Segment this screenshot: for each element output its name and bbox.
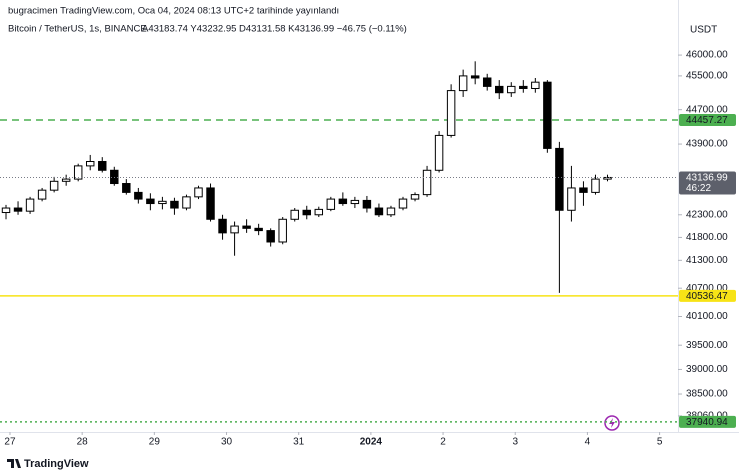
x-tick-label: 30: [221, 437, 233, 448]
x-tick-label: 31: [293, 437, 305, 448]
candle-body: [158, 200, 167, 205]
y-tick-label: 41300.00: [686, 255, 728, 266]
chart-title: bugracimen TradingView.com, Oca 04, 2024…: [8, 6, 339, 17]
logo-mark: [7, 459, 21, 468]
candle-body: [374, 207, 384, 216]
y-tick-label: 40700.00: [686, 283, 728, 294]
candle-body: [122, 183, 131, 193]
candle-body: [182, 196, 191, 209]
candle-body: [555, 147, 564, 211]
y-tick-label: 38500.00: [686, 389, 728, 400]
candle-body: [543, 81, 552, 149]
candle-body: [314, 208, 324, 216]
x-tick-label: 5: [657, 437, 663, 448]
candle-body: [531, 81, 540, 89]
candle-body: [146, 198, 155, 205]
x-tick-label: 27: [4, 437, 16, 448]
y-tick-label: 45500.00: [686, 71, 728, 82]
flash-bolt: [609, 418, 615, 428]
y-tick-label: 39000.00: [686, 364, 728, 375]
brand-name: TradingView: [24, 458, 89, 470]
candle-body: [326, 198, 336, 210]
brand-logo: TradingView: [7, 458, 89, 470]
candle-body: [458, 75, 468, 92]
y-tick-label: 39500.00: [686, 340, 728, 351]
price-level-tag-bg: [679, 114, 736, 127]
candle-body: [446, 90, 456, 136]
candle-body: [507, 85, 516, 94]
x-tick-label: 28: [77, 437, 89, 448]
candle-body: [194, 187, 203, 198]
y-tick-label: 44700.00: [686, 104, 728, 115]
candle-body: [170, 200, 179, 209]
candle-body: [37, 189, 47, 200]
y-tick-label: 42300.00: [686, 209, 728, 220]
candle-body: [603, 176, 612, 180]
candle-body: [13, 207, 23, 212]
last-price-label: 43136.99: [686, 173, 728, 184]
x-tick-label: 2: [440, 437, 446, 448]
candle-body: [434, 134, 444, 171]
candle-body: [206, 187, 215, 220]
price-level-label: 40536.47: [686, 291, 728, 302]
candle-body: [386, 207, 396, 216]
candle-body: [338, 198, 348, 205]
candle-body: [362, 199, 372, 209]
y-tick-label: 43900.00: [686, 139, 728, 150]
candle-body: [470, 75, 480, 79]
price-level-tag-bg: [679, 289, 736, 302]
candle-body: [61, 178, 71, 182]
x-tick-label: 4: [585, 437, 591, 448]
symbol: Bitcoin / TetherUS, 1s, BINANCE: [8, 24, 147, 35]
candle-body: [591, 178, 600, 193]
last-price-tag: [679, 171, 736, 195]
candle-body: [266, 230, 275, 243]
candle-body: [398, 198, 408, 209]
candles: [1, 61, 612, 293]
candle-body: [98, 161, 107, 171]
candle-body: [278, 218, 287, 243]
candle-body: [422, 169, 432, 196]
x-tick-label: 2024: [360, 437, 383, 448]
y-tick-label: 41800.00: [686, 232, 728, 243]
x-tick-label: 29: [149, 437, 161, 448]
price-level-label: 37940.94: [686, 417, 728, 428]
candle-body: [110, 169, 119, 185]
candle-body: [1, 207, 11, 214]
flash-icon[interactable]: [604, 415, 620, 431]
candle-body: [482, 77, 492, 87]
candle-body: [25, 198, 35, 212]
candle-body: [230, 225, 239, 234]
candle-body: [567, 187, 576, 211]
candle-body: [519, 85, 528, 89]
y-tick-label: 40100.00: [686, 311, 728, 322]
candle-body: [49, 180, 59, 191]
candle-body: [218, 218, 227, 234]
y-tick-label: 46000.00: [686, 50, 728, 61]
candle-body: [302, 209, 311, 216]
candle-body: [73, 165, 83, 180]
candle-body: [495, 85, 504, 94]
candle-body: [242, 225, 251, 229]
countdown: 46:22: [686, 183, 711, 194]
candle-body: [410, 194, 420, 200]
ohlc-legend: A43183.74 Y43232.95 D43131.58 K43136.99 …: [142, 24, 407, 35]
candle-body: [254, 227, 263, 232]
x-tick-label: 3: [512, 437, 518, 448]
candle-body: [85, 161, 95, 167]
candle-body: [350, 199, 360, 205]
price-level-tag-bg: [679, 415, 736, 428]
candle-body: [134, 191, 143, 200]
candle-body: [290, 209, 299, 220]
price-level-label: 44457.27: [686, 115, 728, 126]
candle-body: [579, 187, 588, 193]
axis-unit: USDT: [690, 25, 717, 36]
